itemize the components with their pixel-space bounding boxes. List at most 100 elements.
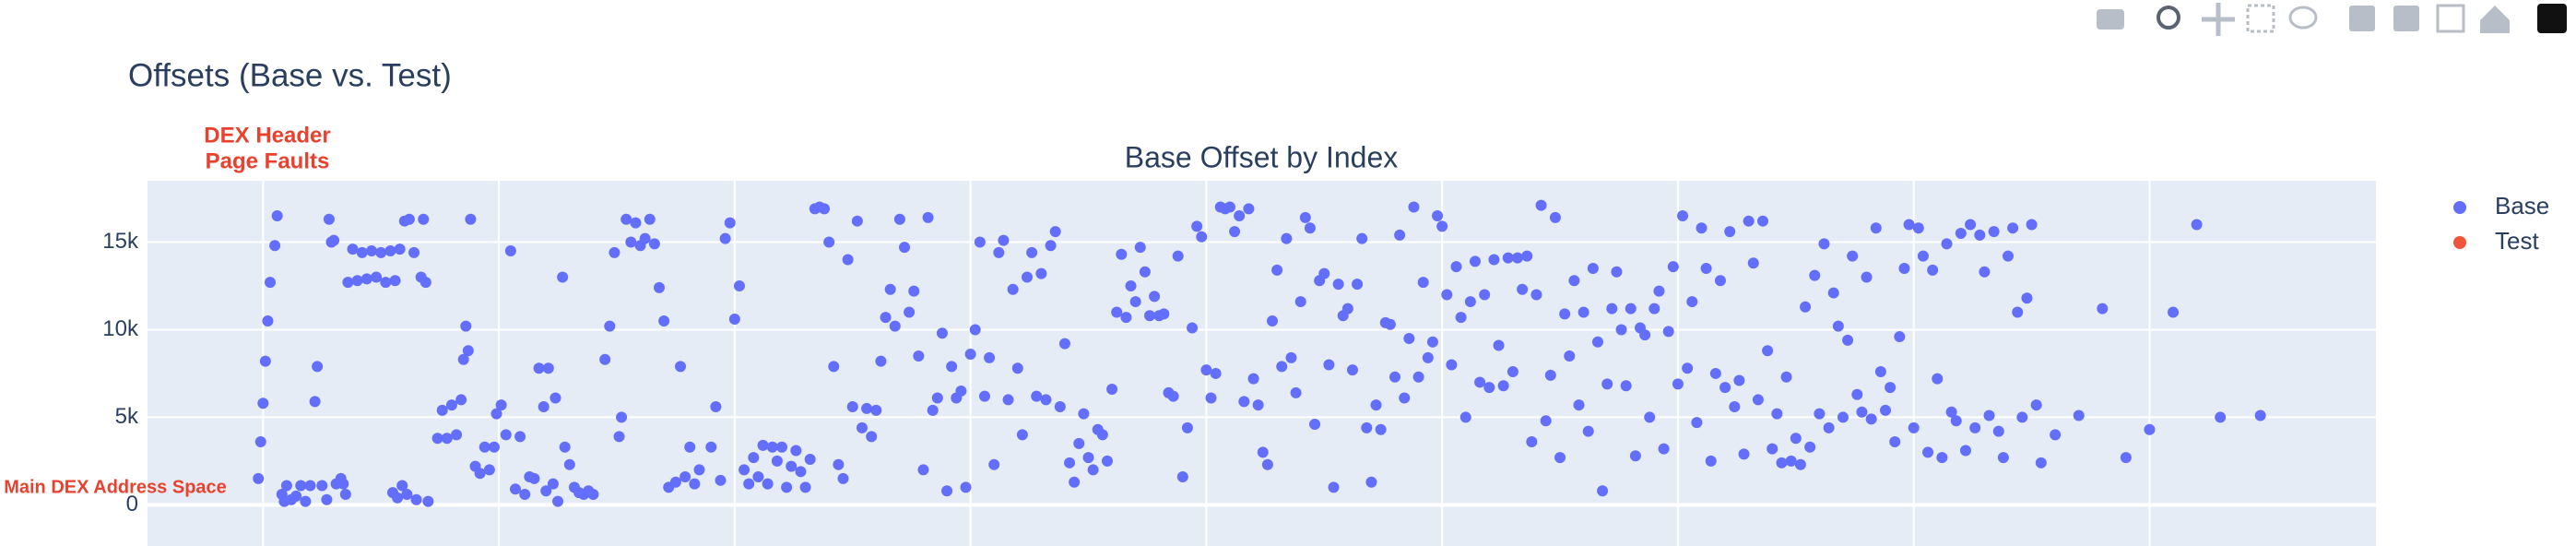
point [542, 362, 554, 374]
point [604, 320, 616, 332]
point [1389, 371, 1401, 383]
point [1625, 303, 1637, 315]
legend-marker [2453, 201, 2466, 214]
point [1903, 219, 1915, 231]
point [904, 306, 916, 318]
point [1922, 446, 1934, 458]
point [644, 213, 656, 225]
point [889, 320, 901, 332]
point [1601, 378, 1613, 390]
point [259, 355, 271, 367]
point [1078, 408, 1090, 420]
point [1832, 320, 1844, 332]
point [998, 234, 1010, 246]
point [1790, 433, 1802, 445]
point [1181, 421, 1193, 433]
point [457, 353, 469, 365]
point [1064, 457, 1076, 469]
select-icon[interactable] [2246, 4, 2275, 33]
point [356, 246, 368, 258]
point [988, 458, 1000, 470]
reset-icon[interactable] [2480, 6, 2510, 33]
point [1959, 445, 1971, 457]
point [1682, 362, 1694, 374]
point [1229, 226, 1241, 238]
camera-icon[interactable] [2097, 9, 2124, 30]
zoom-in-icon[interactable] [2349, 6, 2375, 31]
point [880, 312, 892, 324]
point [509, 483, 521, 495]
annotation: DEX Header [204, 123, 330, 148]
point [1031, 390, 1043, 402]
point [418, 213, 430, 225]
point [1125, 279, 1137, 291]
point [1648, 303, 1660, 315]
point [1361, 421, 1373, 433]
point [1281, 232, 1293, 244]
lasso-icon[interactable] [2288, 6, 2318, 30]
point [1191, 220, 1203, 232]
point [719, 232, 731, 244]
point [1629, 450, 1641, 462]
point [403, 213, 415, 225]
point [1611, 266, 1623, 278]
point [1172, 250, 1184, 262]
point [1290, 386, 1302, 398]
point [1267, 315, 1279, 326]
point [1412, 371, 1424, 383]
point [253, 472, 265, 484]
point [941, 485, 953, 497]
point [1672, 378, 1684, 390]
point [1196, 231, 1208, 243]
point [917, 464, 929, 476]
point [861, 402, 873, 414]
point [2012, 306, 2024, 318]
point [1441, 289, 1453, 301]
point [1394, 229, 1406, 241]
point [1116, 248, 1128, 260]
point [1530, 289, 1542, 301]
point [1101, 455, 1113, 467]
point [1658, 443, 1670, 455]
point [1054, 401, 1066, 413]
point [1243, 203, 1255, 215]
pan-icon[interactable] [2202, 3, 2235, 36]
point [280, 480, 292, 492]
point [609, 246, 620, 258]
point [1936, 452, 1948, 464]
point [1700, 262, 1712, 274]
point [1979, 266, 1991, 278]
point [1526, 436, 1538, 448]
point [1997, 452, 2009, 464]
modebar[interactable] [2097, 3, 2567, 36]
point [2030, 399, 2042, 411]
plotly-logo[interactable] [2537, 4, 2567, 33]
zoom-icon[interactable] [2157, 6, 2180, 30]
point [1974, 229, 1986, 241]
zoom-out-icon[interactable] [2393, 6, 2419, 31]
point [1167, 390, 1179, 402]
point [451, 429, 463, 441]
autoscale-icon[interactable] [2436, 4, 2465, 33]
point [514, 431, 526, 443]
point [1432, 209, 1444, 221]
point [1827, 287, 1839, 299]
point [893, 213, 905, 225]
point [1880, 404, 1892, 416]
point [1058, 338, 1070, 350]
point [1578, 306, 1589, 318]
point [748, 452, 760, 464]
point [375, 246, 387, 258]
point [1223, 201, 1235, 213]
point [1469, 255, 1481, 267]
point [1234, 209, 1246, 221]
point [866, 431, 878, 443]
point [490, 408, 502, 420]
point [2097, 303, 2109, 315]
point [316, 480, 328, 492]
point [1257, 446, 1269, 458]
point [1988, 226, 2000, 238]
point [955, 385, 967, 397]
point [419, 277, 431, 289]
